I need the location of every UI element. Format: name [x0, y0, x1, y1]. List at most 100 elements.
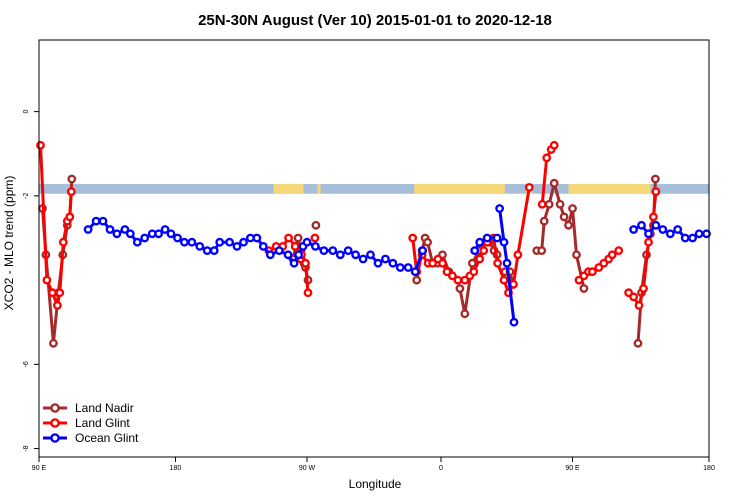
land-band-segment — [317, 184, 321, 194]
ocean-glint-point — [239, 237, 248, 247]
land-glint-point — [438, 258, 447, 268]
land-glint-point — [634, 300, 644, 310]
land-glint-point — [537, 199, 547, 209]
x-tick-label: 180 — [170, 465, 182, 472]
land-nadir-point — [539, 216, 549, 226]
x-tick-label: 180 — [703, 465, 715, 472]
ocean-glint-point — [694, 229, 704, 239]
ocean-glint-point — [403, 263, 413, 272]
ocean-glint-point — [418, 246, 427, 256]
land-nadir-point — [544, 199, 554, 209]
ocean-glint-point — [665, 229, 675, 239]
ocean-glint-point — [658, 225, 668, 234]
land-nadir-point — [311, 220, 321, 230]
land-nadir-point — [572, 250, 581, 260]
ocean-glint-point — [187, 237, 197, 247]
land-glint-point — [66, 187, 76, 197]
ocean-glint-point — [179, 237, 189, 247]
ocean-glint-point — [380, 254, 390, 264]
ocean-glint-point — [98, 216, 108, 226]
land-glint-point — [549, 140, 559, 150]
ocean-glint-point — [195, 241, 205, 251]
land-glint-point — [36, 140, 45, 150]
land-band-segment — [414, 184, 505, 194]
ocean-glint-point — [132, 237, 142, 247]
ocean-glint-point — [388, 258, 398, 268]
land-band-segment — [568, 184, 651, 194]
ocean-glint-point — [495, 204, 504, 213]
ocean-glint-point — [335, 250, 345, 260]
land-glint-point — [58, 237, 68, 247]
legend-marker-ocean-glint — [50, 433, 60, 443]
ocean-glint-point — [232, 241, 242, 251]
ocean-glint-point — [688, 233, 697, 243]
ocean-band — [39, 184, 709, 194]
x-tick-label: 90 E — [32, 465, 47, 472]
legend-label-land-nadir: Land Nadir — [75, 401, 134, 415]
land-nadir-point — [412, 275, 422, 285]
ocean-glint-point — [499, 237, 509, 247]
land-nadir-point — [568, 204, 577, 213]
land-nadir-point — [423, 237, 432, 247]
ocean-glint-point — [166, 229, 176, 239]
ocean-glint-point — [644, 229, 653, 239]
land-glint-point — [428, 258, 437, 268]
ocean-glint-point — [112, 229, 122, 239]
ocean-glint-point — [502, 258, 512, 268]
ocean-glint-point — [482, 233, 492, 243]
legend-marker-land-glint — [50, 418, 60, 428]
ocean-glint-point — [274, 246, 284, 256]
ocean-glint-point — [509, 317, 519, 327]
y-axis-label: XCO2 - MLO trend (ppm) — [2, 176, 16, 311]
land-glint-point — [301, 258, 310, 268]
land-glint-point — [629, 292, 638, 302]
ocean-glint-point — [105, 225, 115, 234]
land-glint-point — [303, 288, 313, 298]
ocean-glint-point — [492, 233, 502, 243]
ocean-glint-point — [265, 250, 275, 260]
ocean-glint-point — [202, 246, 212, 256]
land-glint-point — [447, 271, 457, 281]
land-glint-point — [55, 288, 65, 298]
ocean-glint-point — [651, 220, 661, 230]
land-nadir-point — [467, 258, 477, 268]
plot-area: 90 E 180 90 W 0 90 E 180 0 -2 -6 -8 — [23, 110, 715, 472]
land-glint-point — [53, 300, 62, 310]
ocean-glint-point — [673, 225, 683, 234]
ocean-glint-point — [160, 225, 170, 234]
plot-frame — [38, 39, 710, 458]
land-nadir-point — [564, 220, 573, 230]
land-nadir-point — [455, 284, 465, 293]
ocean-glint-point — [120, 225, 130, 234]
ocean-glint-point — [225, 237, 235, 247]
land-nadir-point — [293, 233, 303, 243]
ocean-glint-point — [252, 233, 262, 243]
ocean-glint-point — [319, 246, 329, 256]
x-tick-label: 0 — [439, 465, 443, 472]
ocean-glint-point — [328, 246, 338, 256]
ocean-glint-point — [358, 254, 368, 264]
ocean-glint-point — [637, 220, 646, 230]
ocean-glint-point — [125, 229, 135, 239]
land-glint-point — [499, 275, 509, 285]
land-nadir-point — [549, 178, 559, 188]
ocean-glint-point — [680, 233, 690, 243]
ocean-glint-point — [373, 258, 383, 268]
land-glint-point — [475, 254, 485, 264]
ocean-glint-point — [470, 246, 480, 256]
y-tick-label: -6 — [23, 361, 30, 367]
land-nadir-point — [537, 246, 547, 256]
land-glint-point — [524, 182, 534, 192]
land-nadir-point — [579, 284, 589, 293]
chart-title: 25N-30N August (Ver 10) 2015-01-01 to 20… — [198, 12, 552, 29]
land-glint-point — [290, 241, 300, 251]
legend-label-land-glint: Land Glint — [75, 416, 130, 430]
x-tick-label: 90 W — [299, 465, 316, 472]
land-glint-point — [453, 275, 463, 285]
ocean-glint-point — [283, 250, 293, 260]
land-nadir-point — [633, 338, 643, 348]
legend-marker-land-nadir — [50, 403, 60, 413]
land-glint-point — [65, 212, 75, 222]
x-axis-label: Longitude — [349, 477, 402, 491]
